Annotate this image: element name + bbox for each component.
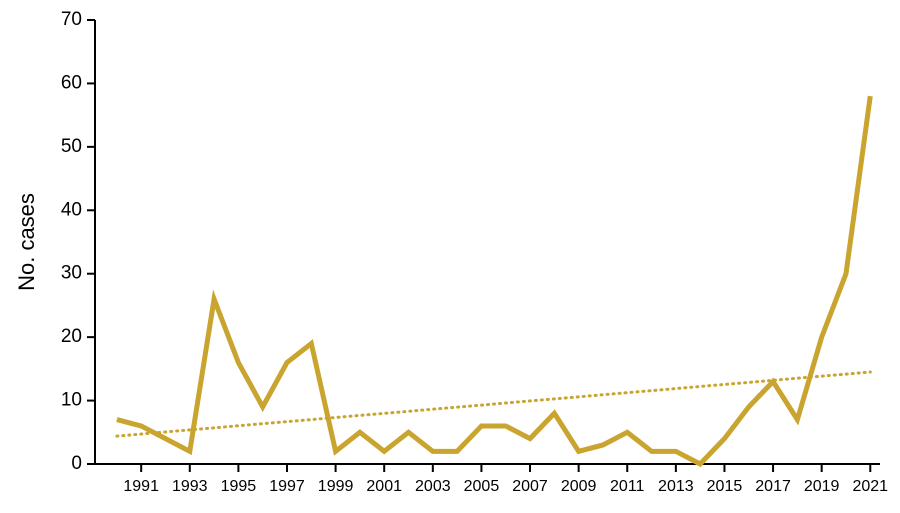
- x-tick-label: 1997: [269, 478, 305, 495]
- y-tick-label: 40: [61, 199, 82, 220]
- y-tick-label: 50: [61, 136, 82, 157]
- x-tick-label: 1999: [318, 478, 354, 495]
- x-tick-label: 2015: [707, 478, 743, 495]
- x-tick-label: 2007: [512, 478, 548, 495]
- y-tick-label: 30: [61, 263, 82, 284]
- x-tick-label: 1993: [172, 478, 208, 495]
- data-line: [116, 95, 873, 468]
- y-tick-label: 60: [61, 72, 82, 93]
- y-tick-label: 70: [61, 9, 82, 30]
- x-tick-label: 2001: [366, 478, 402, 495]
- y-tick-label: 0: [71, 453, 82, 474]
- y-tick-label: 20: [61, 326, 82, 347]
- x-tick-label: 2013: [658, 478, 694, 495]
- x-tick-label: 1995: [221, 478, 257, 495]
- x-tick-label: 2003: [415, 478, 451, 495]
- trend-line: [115, 370, 872, 438]
- x-tick-label: 2009: [561, 478, 597, 495]
- x-tick-label: 2021: [852, 478, 888, 495]
- y-axis-label: No. cases: [14, 193, 39, 291]
- y-tick-label: 10: [61, 390, 82, 411]
- x-tick-label: 2011: [610, 478, 645, 495]
- x-tick-label: 2019: [804, 478, 840, 495]
- x-tick-label: 2005: [464, 478, 500, 495]
- x-tick-label: 1991: [123, 478, 159, 495]
- x-tick-label: 2017: [755, 478, 791, 495]
